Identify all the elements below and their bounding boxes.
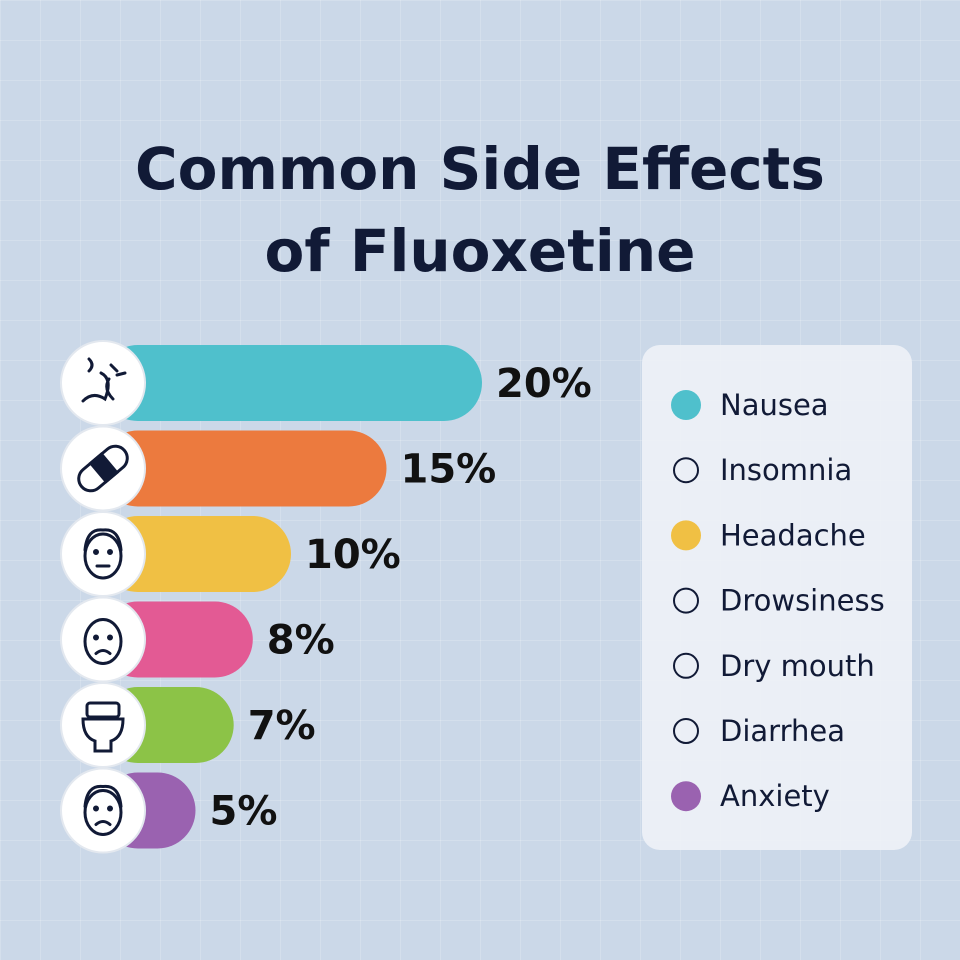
legend-dot bbox=[671, 390, 701, 420]
icon-part bbox=[83, 784, 123, 808]
value-label: 8% bbox=[267, 618, 335, 664]
icon-part bbox=[94, 820, 112, 826]
icon-part bbox=[94, 649, 112, 655]
icon-part bbox=[93, 805, 99, 812]
icon-part bbox=[107, 805, 113, 812]
legend-icon bbox=[673, 587, 699, 614]
value-label: 20% bbox=[496, 361, 592, 407]
icon-circle bbox=[60, 596, 146, 683]
icon-circle bbox=[60, 767, 146, 854]
icon-part bbox=[83, 618, 123, 665]
icon-part bbox=[83, 532, 123, 580]
legend-icon bbox=[673, 457, 699, 484]
value-label: 15% bbox=[401, 447, 497, 493]
legend-label: Nausea bbox=[720, 388, 829, 422]
legend-label: Headache bbox=[720, 518, 866, 552]
icon-part bbox=[673, 652, 699, 679]
legend-dot bbox=[671, 781, 701, 812]
legend-label: Insomnia bbox=[720, 453, 852, 487]
icon-part bbox=[673, 457, 699, 484]
bar bbox=[100, 516, 291, 592]
icon-part bbox=[83, 528, 123, 552]
value-label: 10% bbox=[305, 532, 401, 578]
icon-circle bbox=[60, 340, 146, 426]
chart-title: Common Side Effects of Fluoxetine bbox=[135, 135, 825, 285]
value-label: 7% bbox=[248, 703, 316, 749]
icon-part bbox=[107, 634, 113, 641]
legend-box bbox=[642, 345, 912, 850]
icon-part bbox=[673, 718, 699, 744]
icon bbox=[83, 618, 123, 665]
icon bbox=[81, 701, 125, 753]
legend-label: Dry mouth bbox=[720, 649, 875, 683]
icon bbox=[77, 444, 129, 493]
legend-dot bbox=[671, 520, 701, 551]
icon-part bbox=[81, 357, 127, 403]
bar bbox=[100, 345, 482, 421]
icon-circle bbox=[60, 682, 146, 768]
icon-part bbox=[88, 452, 119, 484]
legend-label: Diarrhea bbox=[720, 714, 845, 748]
icon-part bbox=[107, 549, 113, 555]
icon-part bbox=[85, 701, 121, 719]
icon-part bbox=[81, 717, 125, 753]
icon-circle bbox=[60, 511, 146, 597]
legend-label: Anxiety bbox=[720, 779, 830, 813]
icon-part bbox=[673, 587, 699, 614]
legend-icon bbox=[673, 652, 699, 679]
icon-part bbox=[93, 634, 99, 641]
icon bbox=[83, 528, 123, 580]
legend-icon bbox=[673, 718, 699, 744]
icon-part bbox=[83, 789, 123, 836]
legend-label: Drowsiness bbox=[720, 584, 885, 618]
value-label: 5% bbox=[210, 789, 278, 835]
bar bbox=[100, 430, 387, 507]
icon bbox=[83, 784, 123, 836]
icon-part bbox=[93, 549, 99, 555]
icon bbox=[81, 357, 127, 403]
